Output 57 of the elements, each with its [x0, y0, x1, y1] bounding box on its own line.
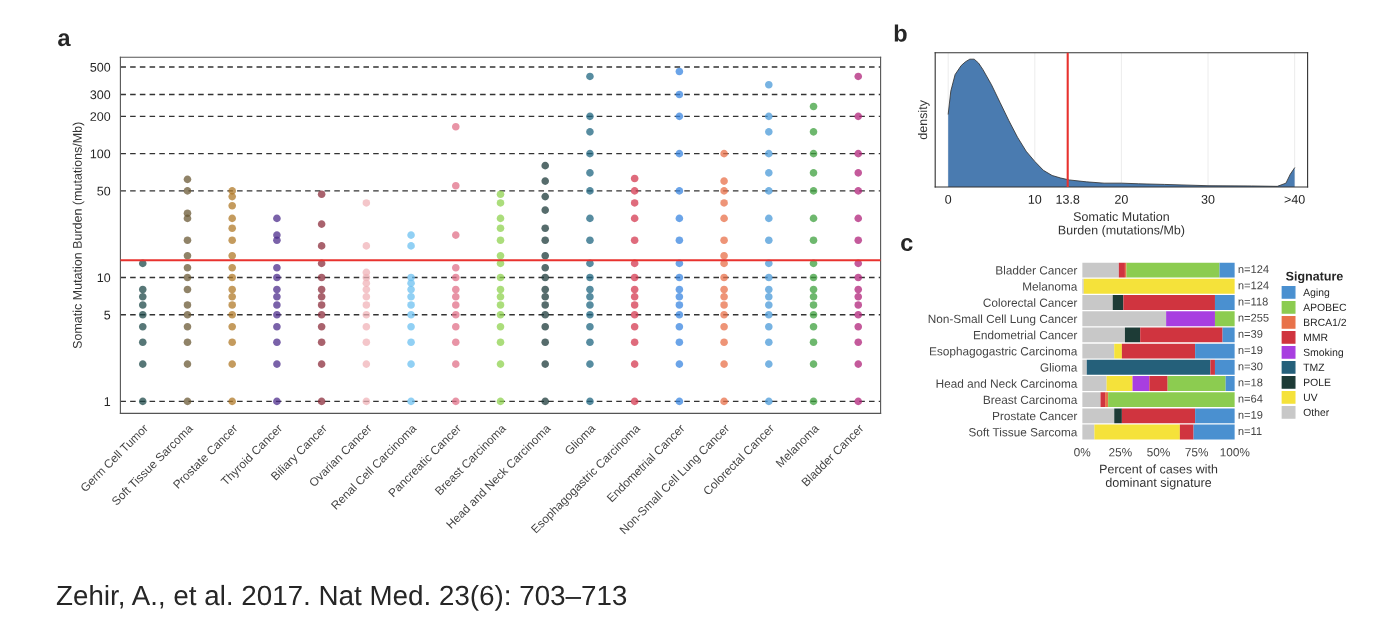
- chart-title: a: [58, 33, 71, 47]
- chart-title: b: [894, 24, 907, 42]
- x-tick-label: 20: [1115, 194, 1128, 204]
- y-tick-label: Breast Carcinoma: [983, 395, 1078, 405]
- y-tick-label: Colorectal Cancer: [983, 298, 1078, 307]
- x-tick-label: >40: [1284, 194, 1305, 204]
- x-tick-label: 0%: [1074, 448, 1091, 457]
- x-axis-title: Percent of cases with dominant signature: [1100, 464, 1218, 490]
- x-tick-label: 75%: [1185, 448, 1209, 457]
- text: n=118: [1238, 297, 1268, 306]
- legend-label: Smoking: [1303, 348, 1344, 359]
- legend-title: Signature: [1285, 271, 1343, 284]
- text: n=64: [1238, 394, 1263, 403]
- y-tick-label: Glioma: [1040, 362, 1078, 372]
- x-tick-label: 30: [1201, 194, 1215, 204]
- x-tick-label: 13.8: [1056, 194, 1080, 204]
- text: n=19: [1238, 346, 1263, 355]
- text: n=255: [1238, 313, 1269, 322]
- text: n=39: [1238, 330, 1263, 338]
- legend-label: MMR: [1304, 333, 1328, 341]
- y-tick-label: Non-Small Cell Lung Cancer: [928, 314, 1078, 326]
- text: n=124: [1238, 281, 1269, 290]
- text: n=18: [1238, 378, 1263, 387]
- y-axis-title: density: [917, 100, 930, 140]
- y-tick-label: Melanoma: [1023, 282, 1078, 291]
- y-tick-label: 50: [97, 186, 111, 196]
- x-tick-label: 50%: [1147, 448, 1170, 457]
- legend-label: POLE: [1304, 378, 1331, 387]
- legend-label: APOBEC: [1303, 303, 1347, 312]
- x-tick-label: 25%: [1109, 448, 1132, 457]
- x-tick-label: 100%: [1220, 448, 1250, 457]
- legend-label: Aging: [1303, 288, 1330, 299]
- y-tick-label: 5: [104, 310, 111, 320]
- text: n=30: [1238, 362, 1263, 371]
- y-tick-label: 300: [90, 90, 111, 100]
- text: n=124: [1238, 265, 1269, 273]
- chart-title: c: [901, 238, 913, 252]
- y-tick-label: 200: [90, 112, 111, 121]
- y-tick-label: Esophagogastric Carcinoma: [930, 346, 1078, 358]
- y-axis-title: Somatic Mutation Burden (mutations/Mb): [72, 122, 85, 349]
- y-tick-label: Prostate Cancer: [993, 411, 1078, 421]
- legend-label: TMZ: [1303, 363, 1325, 371]
- legend-label: BRCA1/2: [1304, 318, 1347, 327]
- text: Zehir, A., et al. 2017. Nat Med. 23(6): 703–713: [56, 584, 627, 611]
- text: n=19: [1238, 410, 1263, 419]
- y-tick-label: 10: [97, 273, 111, 283]
- y-tick-label: Head and Neck Carcinoma: [936, 379, 1078, 388]
- y-tick-label: Endometrial Cancer: [973, 330, 1078, 340]
- text: n=11: [1238, 427, 1262, 435]
- legend-label: Other: [1303, 408, 1330, 417]
- legend-label: UV: [1303, 393, 1318, 402]
- y-tick-label: Bladder Cancer: [996, 265, 1078, 275]
- x-axis-title: Somatic Mutation Burden (mutations/Mb): [1058, 211, 1185, 237]
- x-tick-label: 0: [945, 194, 952, 204]
- y-tick-label: 100: [90, 149, 111, 159]
- y-tick-label: 500: [90, 62, 111, 72]
- y-tick-label: 1: [104, 397, 111, 406]
